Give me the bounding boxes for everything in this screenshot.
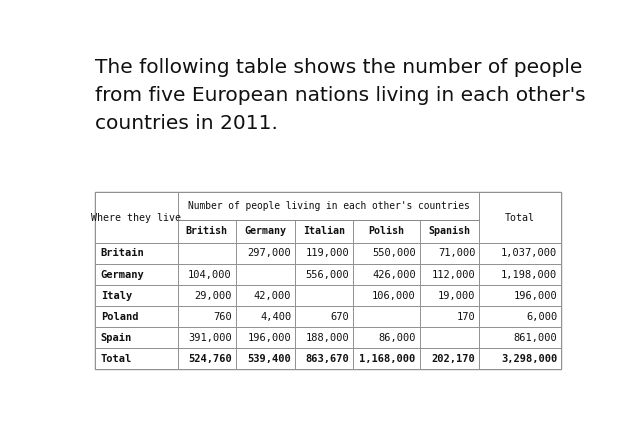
Bar	[95, 243, 178, 264]
Text: 297,000: 297,000	[248, 249, 291, 258]
Text: Britain: Britain	[101, 249, 145, 258]
Bar	[353, 220, 420, 243]
Bar	[353, 285, 420, 306]
Text: 426,000: 426,000	[372, 270, 416, 280]
Text: 202,170: 202,170	[431, 354, 476, 364]
Text: British: British	[186, 226, 228, 237]
Bar	[236, 285, 296, 306]
Text: 670: 670	[331, 312, 349, 322]
Text: 71,000: 71,000	[438, 249, 476, 258]
Bar	[420, 285, 479, 306]
Bar	[353, 243, 420, 264]
Bar	[236, 220, 296, 243]
Text: 524,760: 524,760	[188, 354, 232, 364]
Bar	[236, 264, 296, 285]
Bar	[95, 306, 178, 327]
Bar	[479, 264, 561, 285]
Text: Number of people living in each other's countries: Number of people living in each other's …	[188, 201, 469, 211]
Bar	[296, 306, 353, 327]
Text: Spain: Spain	[101, 333, 132, 343]
Text: 863,670: 863,670	[306, 354, 349, 364]
Text: The following table shows the number of people
from five European nations living: The following table shows the number of …	[95, 58, 586, 133]
Bar	[420, 243, 479, 264]
Text: Italian: Italian	[303, 226, 346, 237]
Text: Where they live: Where they live	[92, 212, 181, 223]
Text: 112,000: 112,000	[431, 270, 476, 280]
Bar	[178, 285, 236, 306]
Text: Germany: Germany	[244, 226, 287, 237]
Bar	[178, 348, 236, 369]
Bar	[178, 243, 236, 264]
Bar	[178, 306, 236, 327]
Text: Germany: Germany	[101, 270, 145, 280]
Text: 760: 760	[213, 312, 232, 322]
Bar	[420, 306, 479, 327]
Bar	[178, 264, 236, 285]
Text: 119,000: 119,000	[306, 249, 349, 258]
Bar	[479, 243, 561, 264]
Bar	[353, 327, 420, 348]
Text: 170: 170	[456, 312, 476, 322]
Text: 4,400: 4,400	[260, 312, 291, 322]
Bar	[296, 285, 353, 306]
Bar	[479, 285, 561, 306]
Bar	[479, 306, 561, 327]
Text: Total: Total	[101, 354, 132, 364]
Bar	[479, 348, 561, 369]
Text: 196,000: 196,000	[513, 291, 557, 301]
Text: 1,037,000: 1,037,000	[501, 249, 557, 258]
Text: 1,168,000: 1,168,000	[360, 354, 416, 364]
Bar	[95, 327, 178, 348]
Bar	[236, 243, 296, 264]
Text: 106,000: 106,000	[372, 291, 416, 301]
Text: Polish: Polish	[369, 226, 404, 237]
Bar	[95, 285, 178, 306]
Bar	[178, 327, 236, 348]
Bar	[420, 264, 479, 285]
Bar	[353, 306, 420, 327]
Text: Spanish: Spanish	[429, 226, 470, 237]
Text: 1,198,000: 1,198,000	[501, 270, 557, 280]
Text: 3,298,000: 3,298,000	[501, 354, 557, 364]
Text: 188,000: 188,000	[306, 333, 349, 343]
Bar	[479, 327, 561, 348]
Text: 196,000: 196,000	[248, 333, 291, 343]
Text: Italy: Italy	[101, 291, 132, 301]
Bar	[296, 243, 353, 264]
Text: 861,000: 861,000	[513, 333, 557, 343]
Bar	[95, 348, 178, 369]
Bar	[296, 220, 353, 243]
Bar	[95, 264, 178, 285]
Text: 556,000: 556,000	[306, 270, 349, 280]
Bar	[178, 192, 479, 220]
Bar	[296, 348, 353, 369]
Bar	[236, 327, 296, 348]
Bar	[296, 327, 353, 348]
Text: 104,000: 104,000	[188, 270, 232, 280]
Bar	[178, 220, 236, 243]
Text: 6,000: 6,000	[526, 312, 557, 322]
Bar	[353, 348, 420, 369]
Text: 539,400: 539,400	[248, 354, 291, 364]
Text: 29,000: 29,000	[195, 291, 232, 301]
Bar	[236, 348, 296, 369]
Bar	[296, 264, 353, 285]
Text: 391,000: 391,000	[188, 333, 232, 343]
Text: 550,000: 550,000	[372, 249, 416, 258]
Bar	[236, 306, 296, 327]
Text: 42,000: 42,000	[254, 291, 291, 301]
Text: 86,000: 86,000	[378, 333, 416, 343]
Bar	[420, 327, 479, 348]
Text: 19,000: 19,000	[438, 291, 476, 301]
Text: Poland: Poland	[101, 312, 138, 322]
Bar	[420, 348, 479, 369]
Bar	[353, 264, 420, 285]
Bar	[420, 220, 479, 243]
Text: Total: Total	[505, 212, 535, 223]
